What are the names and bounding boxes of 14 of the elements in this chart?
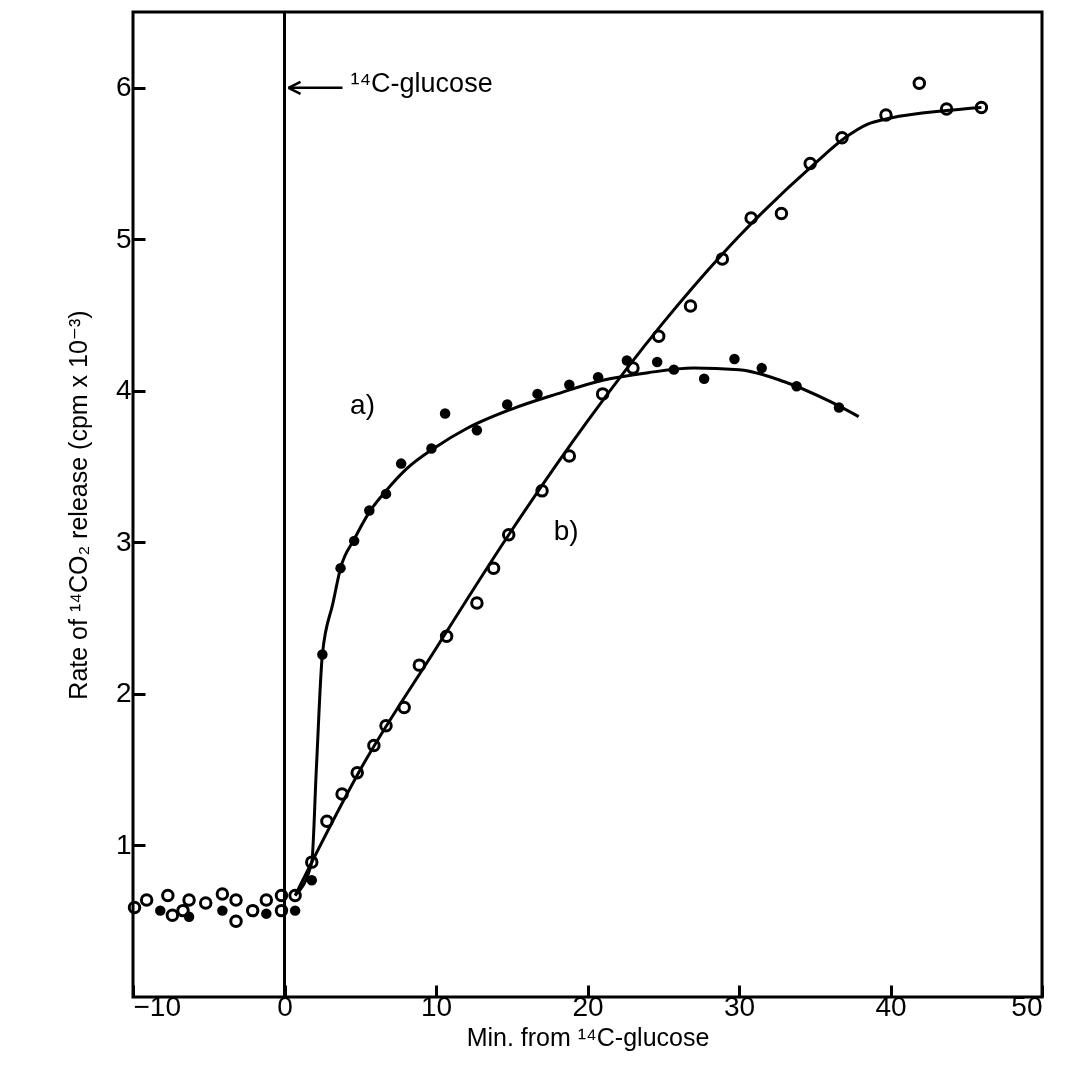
series-label: a) xyxy=(350,388,375,420)
x-axis-title: Min. from ¹⁴C-glucose xyxy=(466,1022,710,1051)
x-tick-label: 40 xyxy=(875,990,907,1022)
y-tick-label: 2 xyxy=(115,677,132,709)
x-tick-label: −10 xyxy=(133,990,181,1022)
x-tick-label: 10 xyxy=(420,990,453,1022)
y-axis-title: Rate of ¹⁴CO₂ release (cpm x 10⁻³) xyxy=(63,310,92,700)
y-tick-label: 4 xyxy=(115,374,132,406)
series-label: b) xyxy=(553,514,579,546)
y-tick-label: 6 xyxy=(115,71,132,103)
y-tick-label: 5 xyxy=(115,222,132,254)
y-tick-label: 1 xyxy=(115,828,132,860)
y-tick-label: 3 xyxy=(115,525,132,557)
annotation: ¹⁴C-glucose xyxy=(350,67,493,98)
